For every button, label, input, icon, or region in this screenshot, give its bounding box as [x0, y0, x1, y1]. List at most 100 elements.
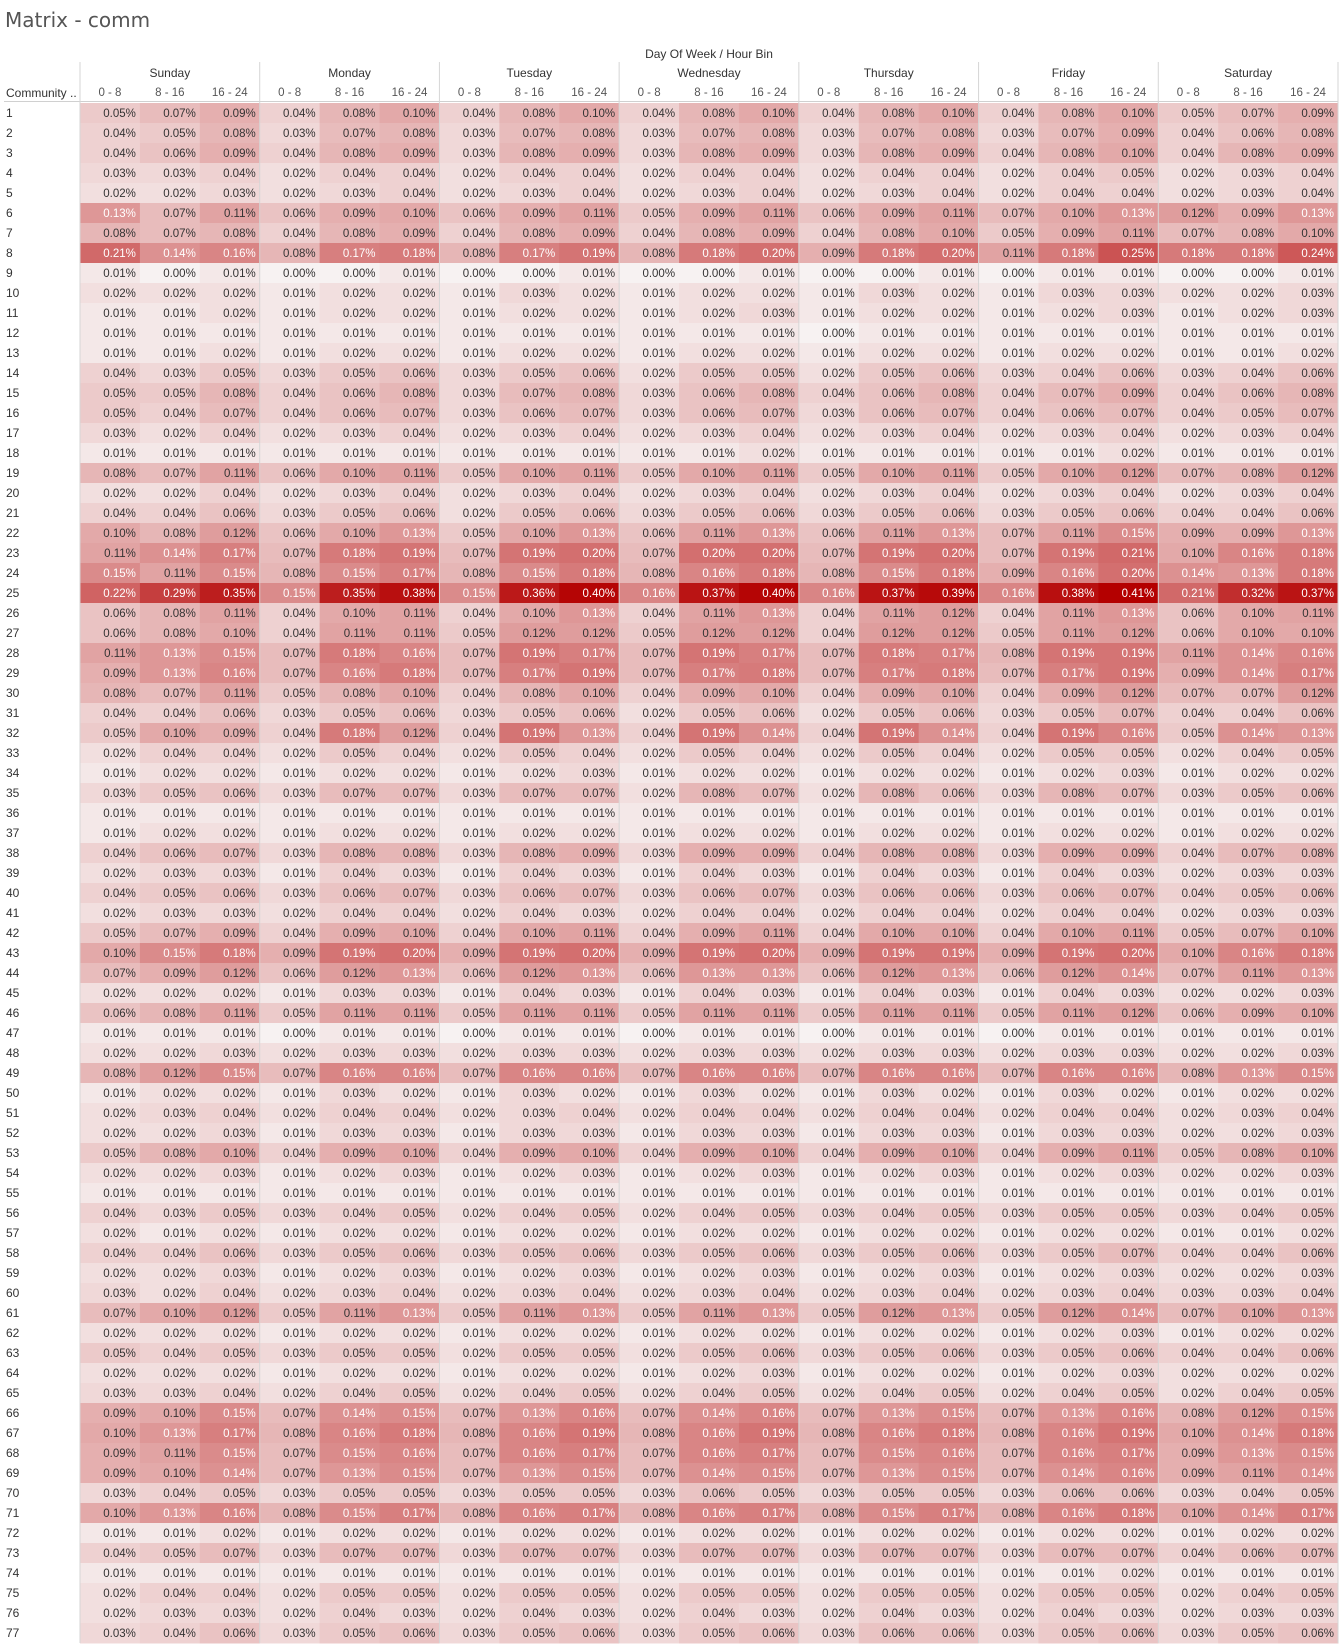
- cell-value-label: 0.08%: [702, 148, 735, 160]
- cell-value-label: 0.01%: [1002, 1088, 1035, 1100]
- cell-value-label: 0.03%: [103, 788, 136, 800]
- cell-value-label: 0.03%: [882, 288, 915, 300]
- cell-value-label: 0.15%: [882, 568, 915, 580]
- heatmap-cell: [1218, 783, 1279, 804]
- cell-value-label: 0.09%: [942, 148, 975, 160]
- row-label: 10: [6, 286, 20, 300]
- cell-value-label: 0.02%: [403, 1328, 436, 1340]
- heatmap-cell: [259, 483, 321, 504]
- cell-value-label: 0.01%: [283, 328, 316, 340]
- cell-value-label: 0.01%: [283, 988, 316, 1000]
- cell-value-label: 0.01%: [702, 1568, 735, 1580]
- cell-value-label: 0.04%: [942, 748, 975, 760]
- cell-value-label: 0.05%: [702, 1248, 735, 1260]
- heatmap-cell: [679, 1023, 740, 1044]
- cell-value-label: 0.02%: [283, 1288, 316, 1300]
- row-label: 26: [6, 606, 20, 620]
- cell-value-label: 0.01%: [1002, 1188, 1035, 1200]
- heatmap-cell: [499, 603, 560, 624]
- cell-value-label: 0.01%: [822, 1568, 855, 1580]
- heatmap-cell: [798, 823, 860, 844]
- cell-value-label: 0.01%: [642, 808, 675, 820]
- heatmap-cell: [1098, 663, 1159, 684]
- cell-value-label: 0.06%: [882, 408, 915, 420]
- cell-value-label: 0.05%: [942, 1208, 975, 1220]
- cell-value-label: 0.09%: [642, 948, 675, 960]
- heatmap-cell: [1098, 223, 1159, 244]
- cell-value-label: 0.07%: [103, 968, 136, 980]
- cell-value-label: 0.04%: [283, 148, 316, 160]
- cell-value-label: 0.02%: [343, 828, 376, 840]
- cell-value-label: 0.03%: [1301, 1168, 1334, 1180]
- row-label: 61: [6, 1306, 20, 1320]
- heatmap-cell: [1038, 1043, 1099, 1064]
- heatmap-cell: [1098, 183, 1159, 204]
- heatmap-cell: [738, 923, 800, 944]
- cell-value-label: 0.03%: [403, 1168, 436, 1180]
- cell-value-label: 0.19%: [583, 1428, 616, 1440]
- heatmap-cell: [738, 463, 800, 484]
- cell-value-label: 0.05%: [1182, 1148, 1215, 1160]
- cell-value-label: 0.02%: [163, 1328, 196, 1340]
- heatmap-cell: [199, 683, 261, 704]
- heatmap-cell: [559, 543, 620, 564]
- heatmap-cell: [1158, 303, 1219, 324]
- cell-value-label: 0.07%: [463, 668, 496, 680]
- cell-value-label: 0.04%: [762, 188, 795, 200]
- cell-value-label: 0.01%: [103, 1088, 136, 1100]
- cell-value-label: 0.09%: [762, 848, 795, 860]
- heatmap-cell: [379, 423, 440, 444]
- heatmap-cell: [679, 603, 740, 624]
- heatmap-cell: [139, 903, 201, 924]
- cell-value-label: 0.19%: [882, 728, 915, 740]
- heatmap-cell: [439, 583, 500, 604]
- cell-value-label: 0.01%: [1301, 1568, 1334, 1580]
- heatmap-cell: [1038, 423, 1099, 444]
- cell-value-label: 0.11%: [404, 1008, 436, 1020]
- cell-value-label: 0.02%: [283, 908, 316, 920]
- heatmap-cell: [319, 963, 381, 984]
- cell-value-label: 0.05%: [702, 1588, 735, 1600]
- cell-value-label: 0.01%: [103, 268, 136, 280]
- cell-value-label: 0.06%: [583, 708, 616, 720]
- cell-value-label: 0.01%: [1182, 328, 1215, 340]
- cell-value-label: 0.11%: [224, 208, 256, 220]
- cell-value-label: 0.16%: [822, 588, 855, 600]
- cell-value-label: 0.05%: [163, 888, 196, 900]
- heatmap-cell: [1218, 623, 1279, 644]
- row-label: 27: [6, 626, 20, 640]
- heatmap-cell: [1098, 1043, 1159, 1064]
- heatmap-cell: [379, 903, 440, 924]
- heatmap-cell: [139, 1063, 201, 1084]
- cell-value-label: 0.06%: [942, 788, 975, 800]
- cell-value-label: 0.08%: [403, 128, 436, 140]
- heatmap-cell: [1158, 623, 1219, 644]
- heatmap-cell: [379, 403, 440, 424]
- heatmap-cell: [1038, 483, 1099, 504]
- heatmap-cell: [918, 123, 980, 144]
- cell-value-label: 0.04%: [163, 408, 196, 420]
- cell-value-label: 0.04%: [822, 1148, 855, 1160]
- heatmap-cell: [1098, 203, 1159, 224]
- heatmap-cell: [559, 763, 620, 784]
- heatmap-cell: [1158, 823, 1219, 844]
- heatmap-cell: [80, 143, 141, 164]
- cell-value-label: 0.10%: [1062, 928, 1095, 940]
- heatmap-cell: [80, 123, 141, 144]
- cell-value-label: 0.16%: [1241, 548, 1274, 560]
- cell-value-label: 0.03%: [163, 1608, 196, 1620]
- heatmap-cell: [1038, 163, 1099, 184]
- cell-value-label: 0.13%: [163, 648, 196, 660]
- heatmap-cell: [559, 483, 620, 504]
- cell-value-label: 0.05%: [1062, 508, 1095, 520]
- cell-value-label: 0.10%: [343, 528, 376, 540]
- cell-value-label: 0.03%: [822, 128, 855, 140]
- heatmap-cell: [379, 103, 440, 124]
- heatmap-cell: [858, 823, 920, 844]
- heatmap-cell: [1218, 843, 1279, 864]
- heatmap-cell: [379, 443, 440, 464]
- heatmap-cell: [918, 683, 980, 704]
- cell-value-label: 0.05%: [523, 708, 556, 720]
- cell-value-label: 0.08%: [702, 108, 735, 120]
- cell-value-label: 0.11%: [943, 208, 975, 220]
